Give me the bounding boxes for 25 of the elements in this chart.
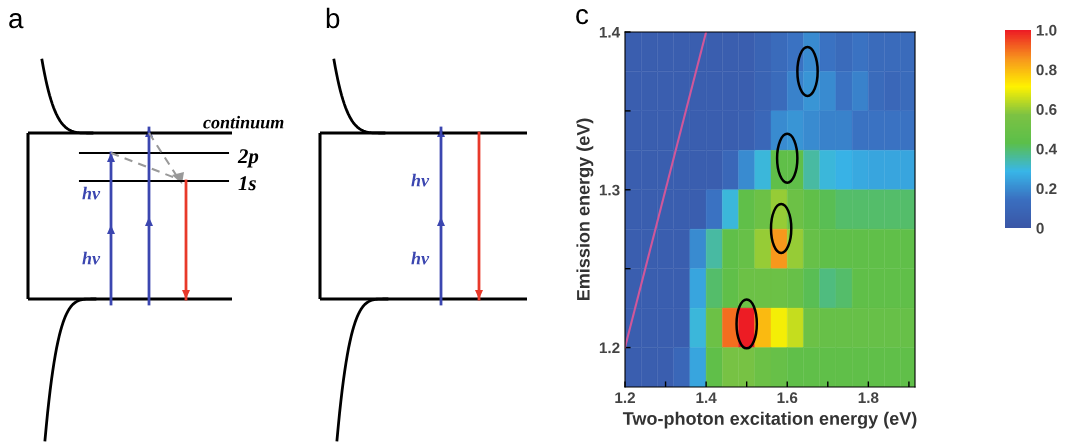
text: 1s [238,176,256,191]
text: a [9,13,24,29]
x-tick-label: 1.4 [696,392,717,403]
y-tick-label: 1.2 [599,342,620,354]
color-bar-label: 0.8 [1036,64,1057,76]
color-bar-label: 0.6 [1036,104,1057,115]
y-tick-label: 1.3 [599,184,620,196]
y-axis-title: Emission energy (eV) [576,118,594,301]
text: hν [411,251,430,265]
text: hν [82,251,101,265]
color-bar-label: 0 [1036,222,1044,234]
text: b [326,7,340,29]
color-bar-label: 1.0 [1036,24,1057,36]
text: 2p [237,149,259,168]
color-bar-label: 0.2 [1036,183,1057,195]
x-tick-label: 1.6 [777,392,798,404]
x-axis-title: Two-photon excitation energy (eV) [622,411,917,429]
chart-title: c [576,9,589,25]
y-tick-label: 1.4 [599,27,621,38]
x-tick-label: 1.2 [615,392,636,403]
text: hν [82,186,101,200]
text: continuum [203,115,284,129]
x-tick-label: 1.8 [858,392,879,404]
color-bar-label: 0.4 [1036,143,1058,155]
text: hν [411,173,430,187]
